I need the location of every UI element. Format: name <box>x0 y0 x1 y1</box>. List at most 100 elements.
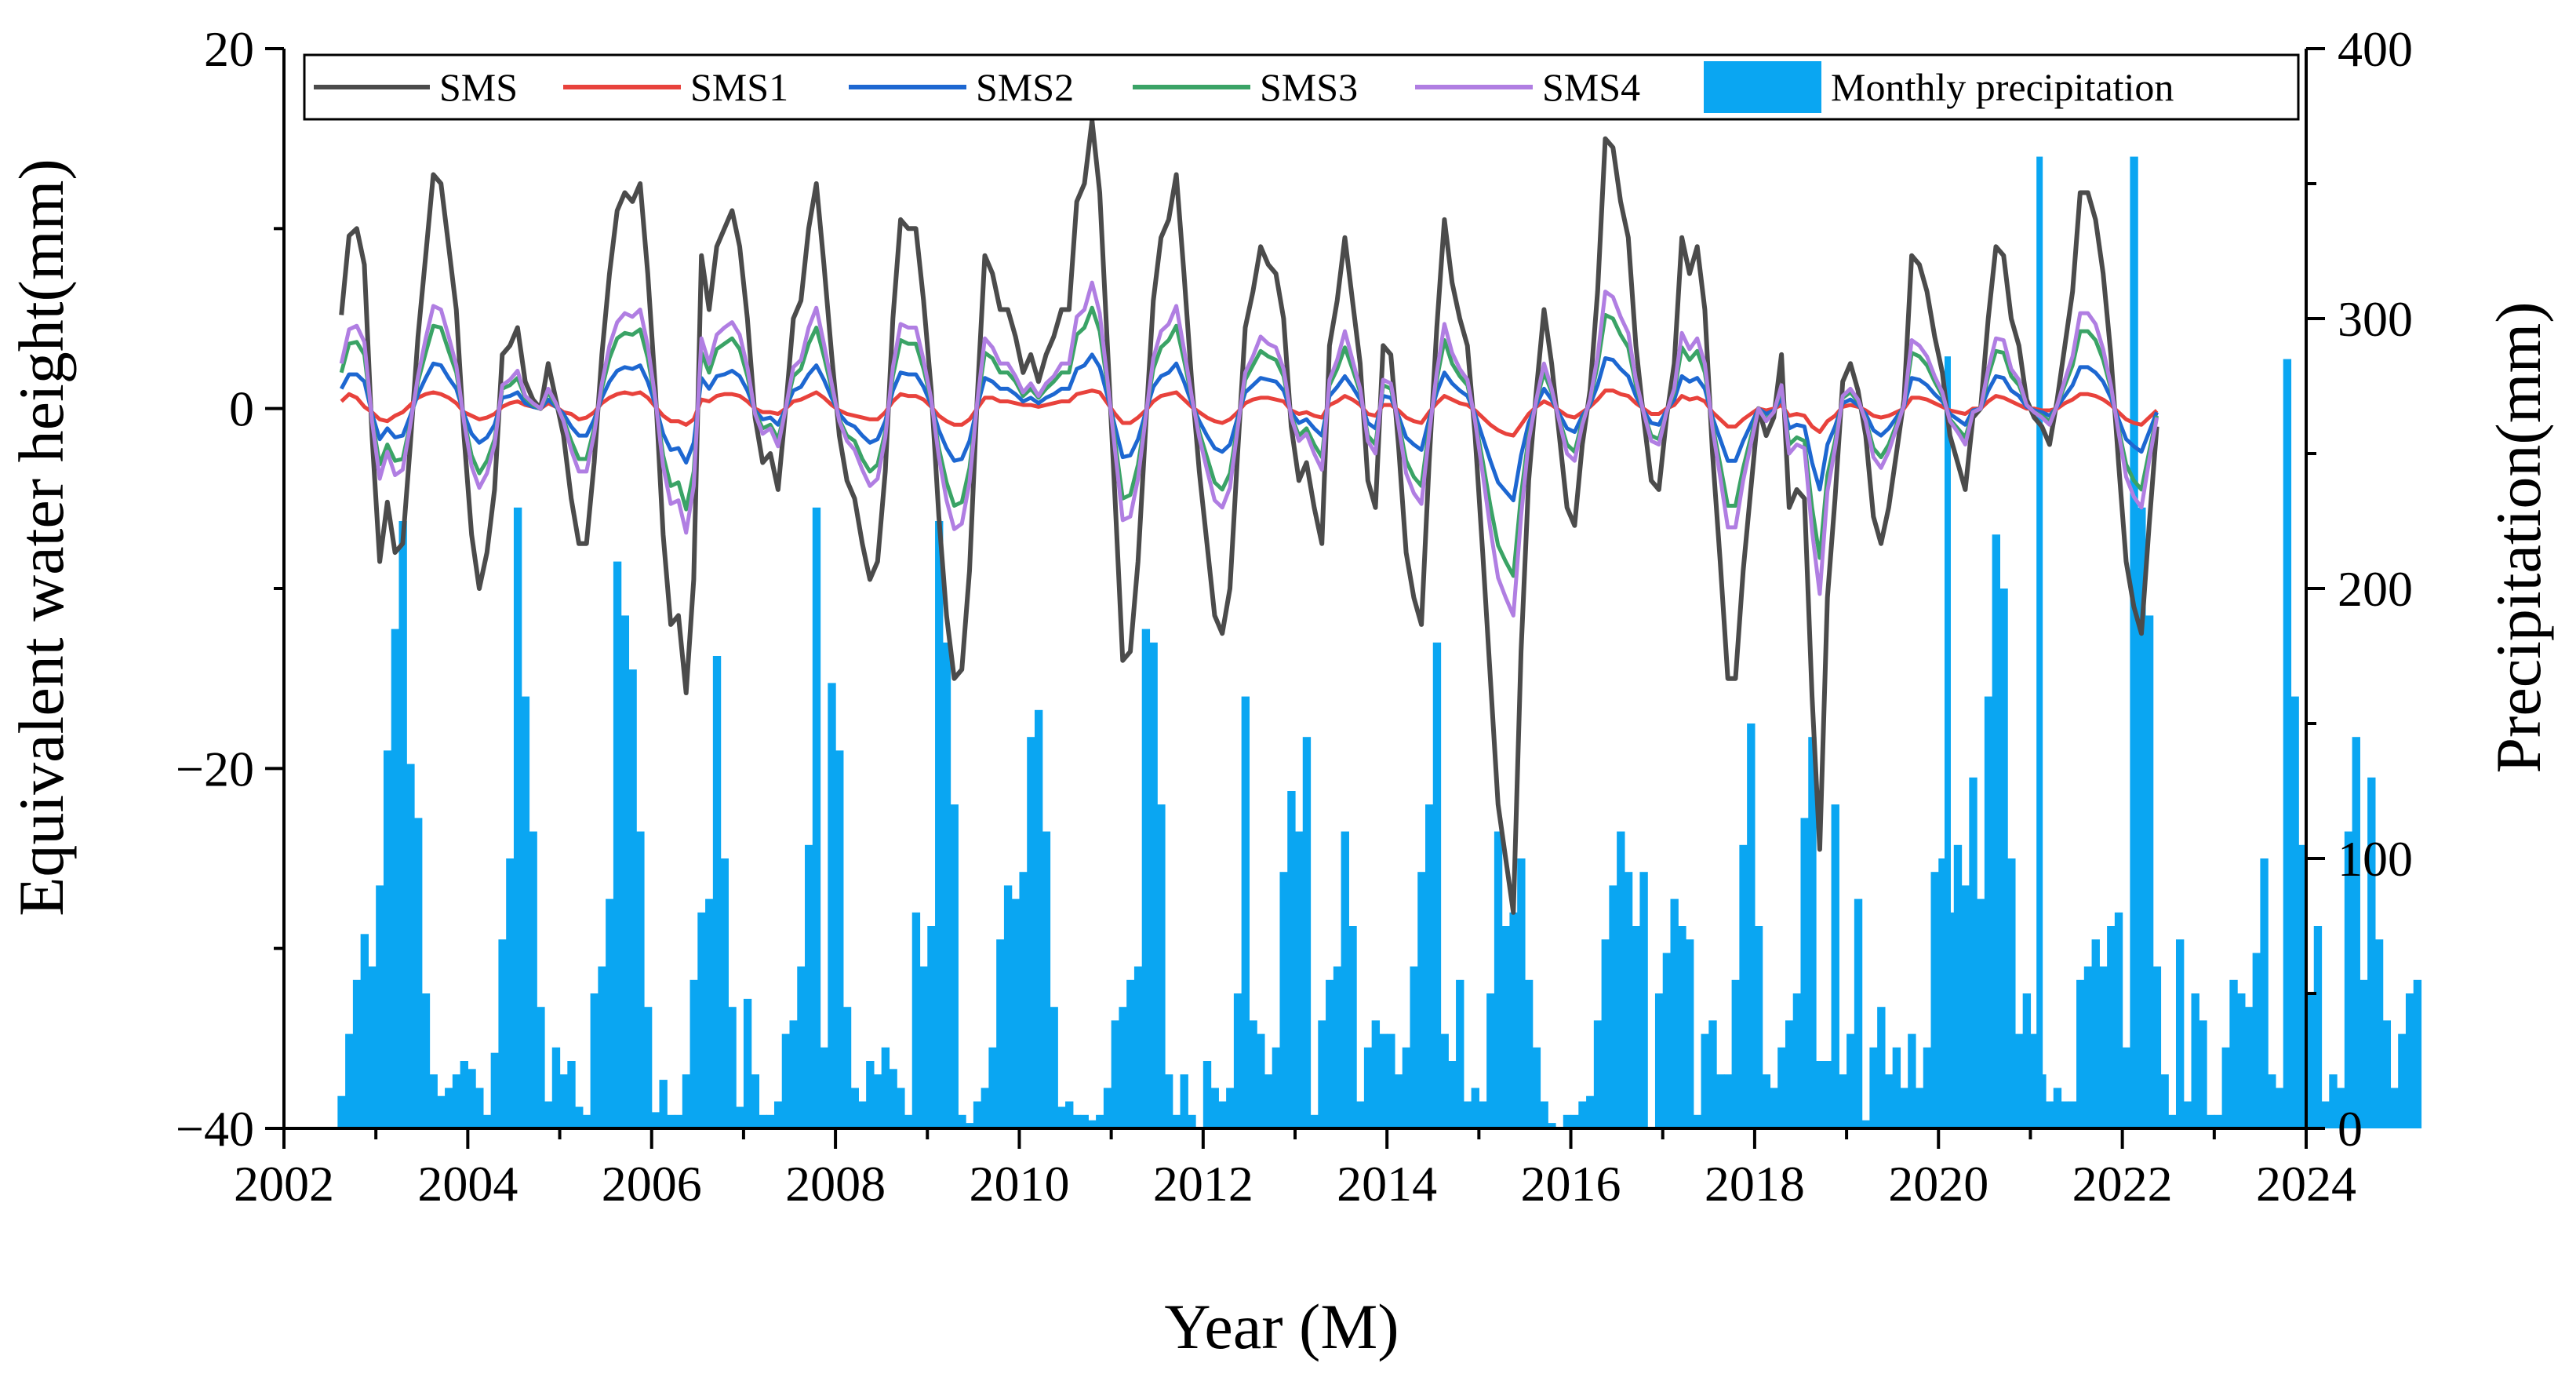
precip-bar <box>996 939 1005 1128</box>
precip-bar <box>1861 1120 1870 1128</box>
precip-bar <box>1371 1020 1381 1128</box>
precipitation-bars <box>337 156 2422 1129</box>
precip-bar <box>437 1095 446 1128</box>
precip-bar <box>2061 1101 2069 1128</box>
precip-bar <box>1356 1101 1365 1128</box>
precip-bar <box>651 1112 660 1128</box>
precip-bar <box>966 1123 974 1128</box>
precip-bar <box>1072 1114 1082 1128</box>
precip-bar <box>398 521 407 1128</box>
precip-bar <box>1708 1020 1717 1128</box>
precip-bar <box>1149 642 1158 1128</box>
precip-bar <box>1402 1047 1411 1128</box>
y-axis-right-title: Precipitation(mm) <box>2483 301 2554 773</box>
precip-bar <box>675 1114 683 1128</box>
precip-bar <box>743 998 752 1128</box>
precip-bar <box>1884 1074 1894 1128</box>
precip-bar <box>1632 926 1641 1128</box>
precip-bar <box>1701 1033 1709 1128</box>
precip-bar <box>1233 993 1243 1128</box>
precip-bar <box>1133 966 1143 1128</box>
precip-bar <box>345 1033 354 1128</box>
precip-bar <box>2107 926 2116 1128</box>
precip-bar <box>667 1114 675 1128</box>
precip-bar <box>858 1101 867 1128</box>
precip-bar <box>773 1101 783 1128</box>
precip-bar <box>636 831 645 1128</box>
precip-bar <box>942 642 951 1128</box>
precip-bar <box>705 898 714 1128</box>
precip-bar <box>919 966 928 1128</box>
precip-bar <box>689 979 698 1128</box>
precip-bar <box>1953 844 1963 1128</box>
precip-bar <box>613 561 622 1128</box>
precip-bar <box>1410 966 1418 1128</box>
legend-swatch-precip <box>1704 61 1821 113</box>
precip-bar <box>1119 1007 1127 1128</box>
precip-bar <box>2329 1074 2338 1128</box>
precip-bar <box>559 1074 568 1128</box>
precip-bar <box>1586 1095 1595 1128</box>
y-axis-left-title: Equivalent water height(mm) <box>5 159 77 916</box>
precip-bar <box>820 1047 828 1128</box>
precip-bar <box>2382 1020 2392 1128</box>
precip-bar <box>1678 926 1686 1128</box>
y-left-tick-label: −20 <box>176 741 254 796</box>
precip-bar <box>1877 1007 1886 1128</box>
precip-bar <box>1578 1101 1587 1128</box>
precip-bar <box>1387 1033 1395 1128</box>
precip-bar <box>2191 993 2199 1128</box>
precip-bar <box>958 1114 966 1128</box>
precip-bar <box>2390 1088 2399 1128</box>
precip-bar <box>2138 507 2146 1128</box>
precip-bar <box>1654 993 1664 1128</box>
precip-bar <box>529 831 537 1128</box>
precip-bar <box>850 1088 859 1128</box>
precip-bar <box>1892 1047 1901 1128</box>
precip-bar <box>1463 1101 1472 1128</box>
y-left-tick-label: 20 <box>204 21 254 77</box>
precip-bar <box>789 1020 798 1128</box>
precip-bar <box>490 1052 500 1128</box>
precip-bar <box>1471 1088 1479 1128</box>
precip-bar <box>1164 1074 1173 1128</box>
precip-bar <box>1034 709 1043 1128</box>
precip-bar <box>1363 1047 1373 1128</box>
precip-bar <box>2183 1101 2192 1128</box>
x-tick-label: 2004 <box>417 1156 518 1212</box>
precip-bar <box>728 1007 737 1128</box>
precip-bar <box>1915 1088 1924 1128</box>
precip-bar <box>1984 696 1993 1128</box>
precip-bar <box>2091 939 2100 1128</box>
precip-bar <box>498 939 507 1128</box>
precip-bar <box>1800 818 1809 1128</box>
precip-bar <box>904 1114 913 1128</box>
precip-bar <box>1944 356 1951 1128</box>
x-tick-label: 2022 <box>2072 1156 2173 1212</box>
precip-bar <box>935 521 944 1128</box>
precip-bar <box>1524 979 1534 1128</box>
series-line-sms <box>339 118 2159 915</box>
precip-bar <box>1241 696 1250 1128</box>
precip-bar <box>1961 885 1970 1128</box>
precip-bar <box>973 1101 982 1128</box>
x-tick-label: 2008 <box>785 1156 886 1212</box>
series-line-sms1 <box>340 388 2159 438</box>
precip-bar <box>2175 939 2185 1128</box>
precip-bar <box>2114 912 2123 1128</box>
precip-bar <box>1111 1020 1120 1128</box>
precip-bar <box>2344 831 2353 1128</box>
precip-bar <box>1854 898 1863 1128</box>
precip-bar <box>1601 939 1610 1128</box>
precip-bar <box>1839 1074 1847 1128</box>
series-line-sms2 <box>339 352 2159 503</box>
precip-bar <box>1103 1088 1112 1128</box>
precip-bar <box>1302 737 1312 1128</box>
precip-bar <box>1003 885 1013 1128</box>
x-tick-label: 2012 <box>1153 1156 1253 1212</box>
precip-bar <box>1747 723 1756 1128</box>
precip-bar <box>866 1061 875 1128</box>
precip-bar <box>1295 831 1304 1128</box>
precip-bar <box>582 1114 591 1128</box>
precip-bar <box>1157 804 1166 1128</box>
